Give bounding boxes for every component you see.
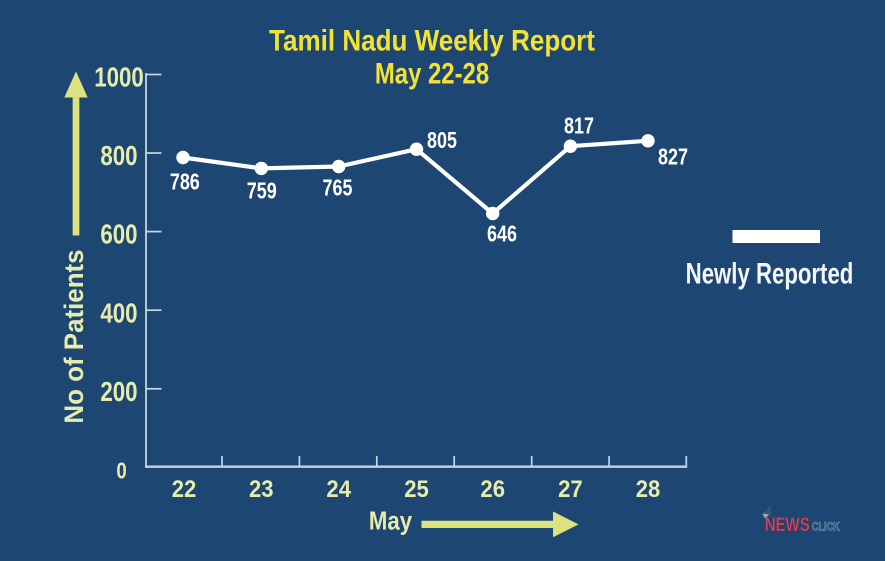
- svg-text:No of Patients: No of Patients: [59, 249, 90, 423]
- svg-text:0: 0: [116, 459, 126, 484]
- svg-text:827: 827: [658, 144, 688, 170]
- svg-text:759: 759: [247, 178, 277, 204]
- svg-text:25: 25: [404, 475, 429, 502]
- svg-text:600: 600: [100, 220, 137, 251]
- svg-text:400: 400: [100, 298, 137, 329]
- svg-text:200: 200: [100, 377, 137, 408]
- svg-text:May: May: [369, 507, 413, 536]
- svg-text:NEWS: NEWS: [765, 513, 810, 535]
- svg-text:1000: 1000: [94, 62, 144, 93]
- svg-text:26: 26: [480, 475, 505, 502]
- svg-text:27: 27: [558, 475, 583, 502]
- svg-text:28: 28: [636, 475, 661, 502]
- svg-text:817: 817: [564, 113, 594, 139]
- svg-text:786: 786: [170, 170, 200, 196]
- svg-text:646: 646: [487, 222, 517, 248]
- svg-text:Tamil Nadu Weekly Report: Tamil Nadu Weekly Report: [269, 24, 595, 57]
- svg-text:800: 800: [100, 141, 137, 172]
- svg-text:CLICK: CLICK: [812, 522, 840, 534]
- svg-text:Newly Reported: Newly Reported: [686, 256, 854, 290]
- svg-text:May 22-28: May 22-28: [375, 56, 489, 90]
- svg-text:805: 805: [427, 128, 457, 154]
- svg-text:24: 24: [326, 475, 351, 502]
- svg-text:22: 22: [172, 475, 197, 502]
- svg-text:23: 23: [249, 475, 274, 502]
- svg-text:765: 765: [323, 176, 353, 202]
